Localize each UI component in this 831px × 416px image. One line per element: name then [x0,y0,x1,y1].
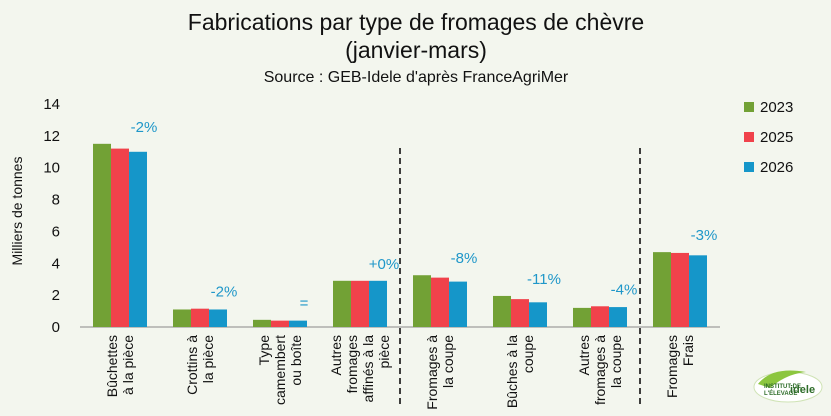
plot-area: 0 2 4 6 8 10 12 14 -2% Bûchettes à la pièce -2% Crot… [43,96,717,410]
bar-2023 [93,143,111,327]
change-annotation: -8% [451,250,478,267]
bar-2026 [289,320,307,327]
category-label: Crottins à la pièce [184,335,216,395]
y-tick-label: 2 [52,287,60,304]
change-annotation: -3% [691,227,718,244]
y-tick-label: 12 [43,128,60,145]
change-annotation: = [300,295,309,312]
bar-2026 [529,302,547,327]
category-label-line: Autres [328,335,344,375]
bar-2025 [431,277,449,327]
category-label-line: fromages [344,335,360,393]
category-label: Type camembert ou boîte [256,335,304,405]
change-annotation: -4% [611,281,638,298]
bar-2026 [209,309,227,327]
bar-2025 [511,299,529,327]
category-label-line: à la pièce [120,335,136,395]
category-label-line: ou boîte [288,335,304,386]
category-label-line: Frais [680,335,696,366]
legend-label: 2025 [760,129,793,146]
y-tick-label: 4 [52,255,60,272]
category-label: Bûchettes à la pièce [104,335,136,397]
legend-swatch [744,102,754,112]
bar-2023 [333,280,351,327]
category-label-line: fromages à [592,335,608,405]
legend-label: 2026 [760,159,793,176]
bar-2025 [671,252,689,327]
legend-swatch [744,132,754,142]
y-tick-label: 6 [52,223,60,240]
bar-2023 [573,307,591,327]
bar-2025 [271,320,289,327]
bar-2026 [689,255,707,327]
category-label-line: Type [256,335,272,366]
change-annotation: -11% [527,271,561,288]
bar-2025 [111,148,129,327]
bar-2023 [493,295,511,327]
bar-2026 [129,151,147,327]
category-label: Autres fromages affinés à la pièce [328,335,392,403]
bar-2023 [253,319,271,327]
category-label: Fromages Frais [664,335,696,398]
category-label: Bûches à la coupe [504,335,536,408]
logo-text-line1: INSTITUT DE [764,384,801,390]
category-label-line: Bûchettes [104,335,120,397]
category-label-line: Crottins à [184,335,200,395]
bar-2023 [653,252,671,327]
logo-leaf [758,370,806,388]
idele-logo: INSTITUT DE L'ÉLEVAGE idele [753,370,823,403]
category-label-line: pièce [376,335,392,369]
bar-2023 [173,309,191,327]
category-label: Fromages à la coupe [424,335,456,410]
category-label-line: la pièce [200,335,216,383]
bar-2026 [449,281,467,327]
chart-subtitle: Source : GEB-Idele d'après FranceAgriMer [264,69,569,86]
category-label-line: Fromages [664,335,680,398]
bar-2025 [191,308,209,327]
category-label-line: Bûches à la [504,335,520,408]
y-tick-label: 14 [43,96,60,113]
change-annotation: +0% [369,256,399,273]
category-label-line: Fromages à [424,335,440,410]
chart-title-line2: (janvier-mars) [345,37,487,63]
category-label-line: la coupe [440,335,456,388]
category-label-line: coupe [520,335,536,373]
bar-2025 [351,280,369,327]
y-axis-label: Milliers de tonnes [9,157,25,266]
logo-text-line2: L'ÉLEVAGE [764,389,797,397]
legend-swatch [744,162,754,172]
category-label-line: Autres [576,335,592,375]
category-label-line: la coupe [608,335,624,388]
bar-2026 [369,280,387,327]
y-tick-label: 0 [52,319,60,336]
legend: 2023 2025 2026 [744,99,793,176]
logo-brand: idele [790,384,815,396]
bar-2023 [413,275,431,327]
change-annotation: -2% [211,284,238,301]
change-annotation: -2% [131,119,158,136]
category-label-line: affinés à la [360,335,376,403]
chart-title: Fabrications par type de fromages de chè… [188,9,644,35]
bar-2026 [609,307,627,327]
bar-2025 [591,306,609,327]
y-tick-label: 10 [43,160,60,177]
legend-label: 2023 [760,99,793,116]
category-label: Autres fromages à la coupe [576,335,624,405]
category-label-line: camembert [272,335,288,405]
y-tick-label: 8 [52,192,60,209]
